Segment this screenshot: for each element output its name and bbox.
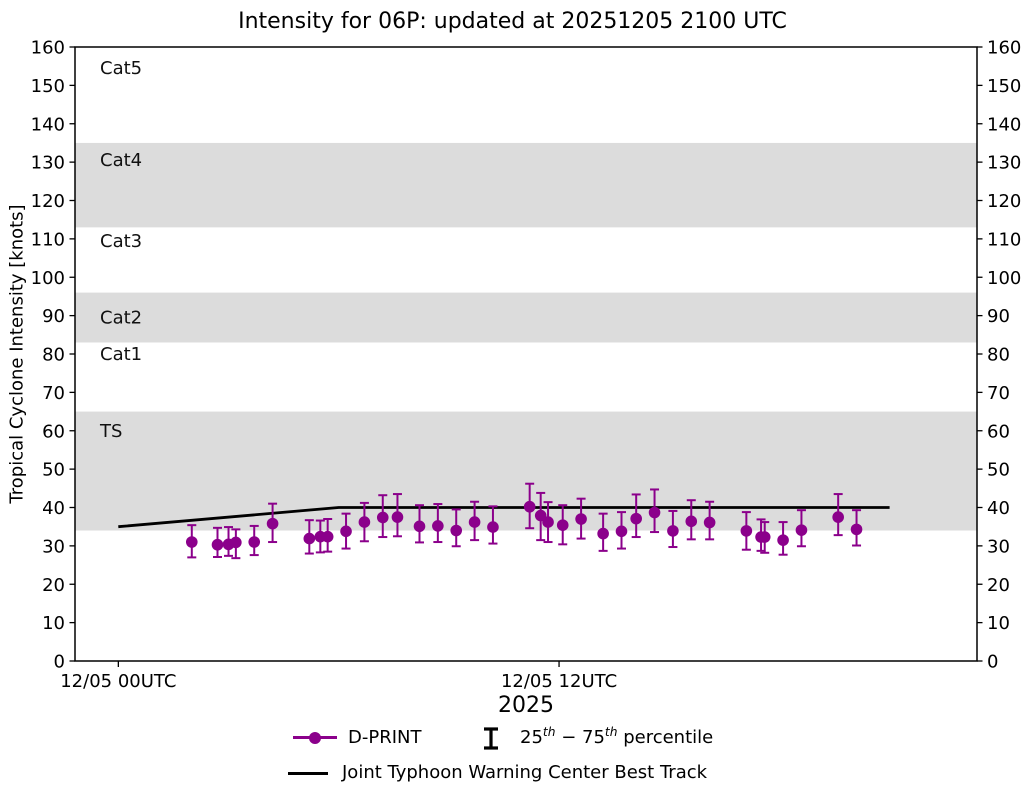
y-tick-label-left: 20 xyxy=(42,575,65,596)
dprint-point xyxy=(850,523,863,536)
category-band-Cat4 xyxy=(75,142,977,228)
legend-dprint-label: D-PRINT xyxy=(348,727,422,748)
legend-errorbar-icon xyxy=(484,727,498,750)
y-tick-label-left: 80 xyxy=(42,345,65,366)
dprint-point xyxy=(211,538,224,551)
y-tick-label-right: 120 xyxy=(987,191,1021,212)
x-tick-label: 12/05 00UTC xyxy=(60,671,176,692)
category-label-Cat5: Cat5 xyxy=(100,58,142,79)
y-tick-label-left: 70 xyxy=(42,383,65,404)
legend-dprint-line-icon xyxy=(293,731,337,744)
dprint-point xyxy=(432,520,444,532)
y-tick-label-left: 110 xyxy=(31,229,65,250)
legend-percentile-label: 25th − 75th percentile xyxy=(520,725,714,748)
dprint-point xyxy=(358,516,371,528)
y-tick-label-right: 30 xyxy=(987,536,1010,557)
dprint-point xyxy=(667,525,679,537)
y-tick-label-right: 100 xyxy=(987,268,1021,289)
best-track-line xyxy=(118,506,890,529)
dprint-point xyxy=(542,516,554,528)
y-tick-label-left: 60 xyxy=(42,421,65,442)
legend-dprint-marker-icon xyxy=(309,731,321,744)
category-label-Cat2: Cat2 xyxy=(100,308,142,329)
category-band-Cat2 xyxy=(75,292,977,343)
dprint-point xyxy=(575,513,587,525)
dprint-point xyxy=(487,521,499,533)
chart-title: Intensity for 06P: updated at 20251205 2… xyxy=(238,9,787,34)
category-label-Cat4: Cat4 xyxy=(100,150,142,171)
dprint-point xyxy=(376,511,389,524)
legend-besttrack-label: Joint Typhoon Warning Center Best Track xyxy=(342,762,708,783)
y-tick-label-left: 160 xyxy=(31,38,65,59)
intensity-chart: Cat5 Cat4 Cat3 Cat2 Cat1 TS 0 0 10 10 20 20 30 30 40 40… xyxy=(31,38,1022,719)
y-tick-label-right: 110 xyxy=(987,229,1021,250)
x-axis-year-label: 2025 xyxy=(498,693,554,718)
y-tick-label-left: 130 xyxy=(31,153,65,174)
y-tick-label-left: 90 xyxy=(42,306,65,327)
y-tick-label-right: 90 xyxy=(987,306,1010,327)
dprint-point xyxy=(266,517,279,530)
percentile-text: 25 xyxy=(520,727,543,748)
y-tick-label-left: 100 xyxy=(31,268,65,289)
dprint-point xyxy=(391,511,404,523)
y-tick-label-right: 70 xyxy=(987,383,1010,404)
dprint-point xyxy=(523,500,536,513)
dprint-point xyxy=(685,515,698,528)
y-tick-label-left: 50 xyxy=(42,460,65,481)
percentile-text: percentile xyxy=(617,727,714,748)
category-label-Cat3: Cat3 xyxy=(100,231,142,252)
plot-border xyxy=(74,46,978,662)
percentile-sup: th xyxy=(604,725,618,739)
y-tick-label-left: 140 xyxy=(31,114,65,135)
y-tick-label-right: 130 xyxy=(987,153,1021,174)
dprint-point xyxy=(450,524,463,537)
dprint-point xyxy=(556,519,569,531)
y-tick-label-right: 10 xyxy=(987,613,1010,634)
percentile-sup: th xyxy=(542,725,556,739)
dprint-point xyxy=(340,525,352,538)
y-tick-label-right: 60 xyxy=(987,421,1010,442)
dprint-point xyxy=(758,531,771,543)
y-tick-label-left: 120 xyxy=(31,191,65,212)
y-tick-label-right: 20 xyxy=(987,575,1010,596)
dprint-point xyxy=(230,536,242,549)
y-tick-label-right: 50 xyxy=(987,460,1010,481)
dprint-point xyxy=(468,516,481,528)
dprint-point xyxy=(185,536,198,548)
dprint-point xyxy=(630,512,642,525)
y-tick-label-left: 10 xyxy=(42,613,65,634)
dprint-point xyxy=(832,511,844,523)
legend-besttrack-line-icon xyxy=(288,772,328,775)
y-tick-label-left: 30 xyxy=(42,536,65,557)
y-tick-label-right: 160 xyxy=(987,38,1021,59)
dprint-point xyxy=(597,527,609,540)
dprint-point xyxy=(413,520,426,533)
dprint-point xyxy=(777,534,789,546)
y-tick-label-left: 0 xyxy=(54,652,65,673)
y-tick-label-right: 140 xyxy=(987,114,1021,135)
dprint-point xyxy=(303,532,316,545)
category-label-TS: TS xyxy=(99,421,122,442)
dprint-point xyxy=(740,525,753,537)
y-tick-label-left: 150 xyxy=(31,76,65,97)
x-tick-label: 12/05 12UTC xyxy=(501,671,617,692)
dprint-point xyxy=(321,530,334,543)
dprint-point xyxy=(795,524,808,536)
dprint-point xyxy=(703,516,716,529)
y-tick-label-right: 80 xyxy=(987,345,1010,366)
category-label-Cat1: Cat1 xyxy=(100,344,142,365)
dprint-point xyxy=(648,506,661,519)
dprint-point xyxy=(615,525,628,538)
y-tick-label-right: 0 xyxy=(987,652,998,673)
y-tick-label-right: 40 xyxy=(987,498,1010,519)
dprint-point xyxy=(248,536,261,548)
percentile-text: − 75 xyxy=(555,727,605,748)
y-tick-label-right: 150 xyxy=(987,76,1021,97)
y-tick-label-left: 40 xyxy=(42,498,65,519)
